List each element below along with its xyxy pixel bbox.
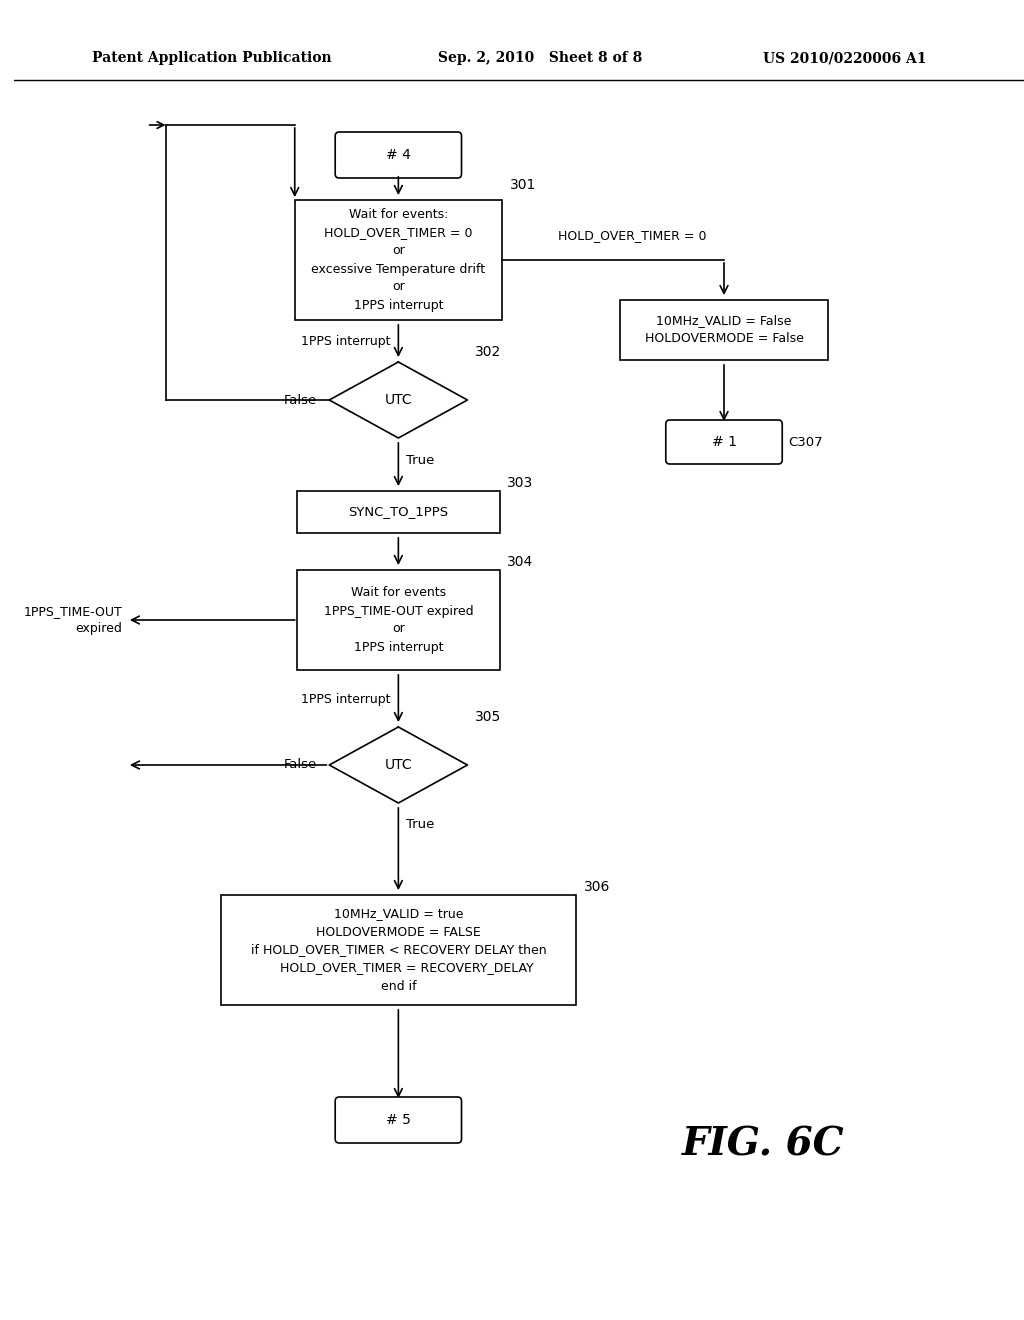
Text: 304: 304: [507, 554, 534, 569]
Bar: [295, 201, 502, 319]
Text: C307: C307: [788, 436, 822, 449]
Bar: [621, 300, 827, 360]
Bar: [297, 570, 500, 671]
FancyBboxPatch shape: [666, 420, 782, 465]
Text: SYNC_TO_1PPS: SYNC_TO_1PPS: [348, 506, 449, 519]
Bar: [297, 491, 500, 533]
Text: 303: 303: [507, 477, 534, 490]
Text: Patent Application Publication: Patent Application Publication: [92, 51, 332, 65]
Text: 10MHz_VALID = False
HOLDOVERMODE = False: 10MHz_VALID = False HOLDOVERMODE = False: [644, 314, 804, 346]
Bar: [221, 895, 575, 1005]
Text: UTC: UTC: [385, 393, 413, 407]
Text: FIG. 6C: FIG. 6C: [682, 1126, 845, 1164]
Text: # 4: # 4: [386, 148, 411, 162]
Text: 305: 305: [475, 710, 502, 723]
Text: 301: 301: [510, 178, 537, 191]
Text: Sep. 2, 2010   Sheet 8 of 8: Sep. 2, 2010 Sheet 8 of 8: [438, 51, 642, 65]
FancyBboxPatch shape: [335, 132, 462, 178]
Text: # 5: # 5: [386, 1113, 411, 1127]
Text: US 2010/0220006 A1: US 2010/0220006 A1: [764, 51, 927, 65]
Text: False: False: [285, 393, 317, 407]
Text: UTC: UTC: [385, 758, 413, 772]
Text: False: False: [285, 759, 317, 771]
Text: 10MHz_VALID = true
HOLDOVERMODE = FALSE
if HOLD_OVER_TIMER < RECOVERY DELAY then: 10MHz_VALID = true HOLDOVERMODE = FALSE …: [251, 908, 546, 993]
Text: # 1: # 1: [712, 436, 736, 449]
Text: 1PPS interrupt: 1PPS interrupt: [301, 334, 390, 347]
Text: 1PPS_TIME-OUT
expired: 1PPS_TIME-OUT expired: [24, 605, 122, 635]
Text: 306: 306: [584, 880, 610, 894]
FancyBboxPatch shape: [335, 1097, 462, 1143]
Text: 1PPS interrupt: 1PPS interrupt: [301, 693, 390, 705]
Text: 302: 302: [475, 345, 502, 359]
Text: Wait for events
1PPS_TIME-OUT expired
or
1PPS interrupt: Wait for events 1PPS_TIME-OUT expired or…: [324, 586, 473, 653]
Text: Wait for events:
HOLD_OVER_TIMER = 0
or
excessive Temperature drift
or
1PPS inte: Wait for events: HOLD_OVER_TIMER = 0 or …: [311, 209, 485, 312]
Text: True: True: [407, 818, 434, 832]
Text: HOLD_OVER_TIMER = 0: HOLD_OVER_TIMER = 0: [558, 228, 707, 242]
Text: True: True: [407, 454, 434, 466]
